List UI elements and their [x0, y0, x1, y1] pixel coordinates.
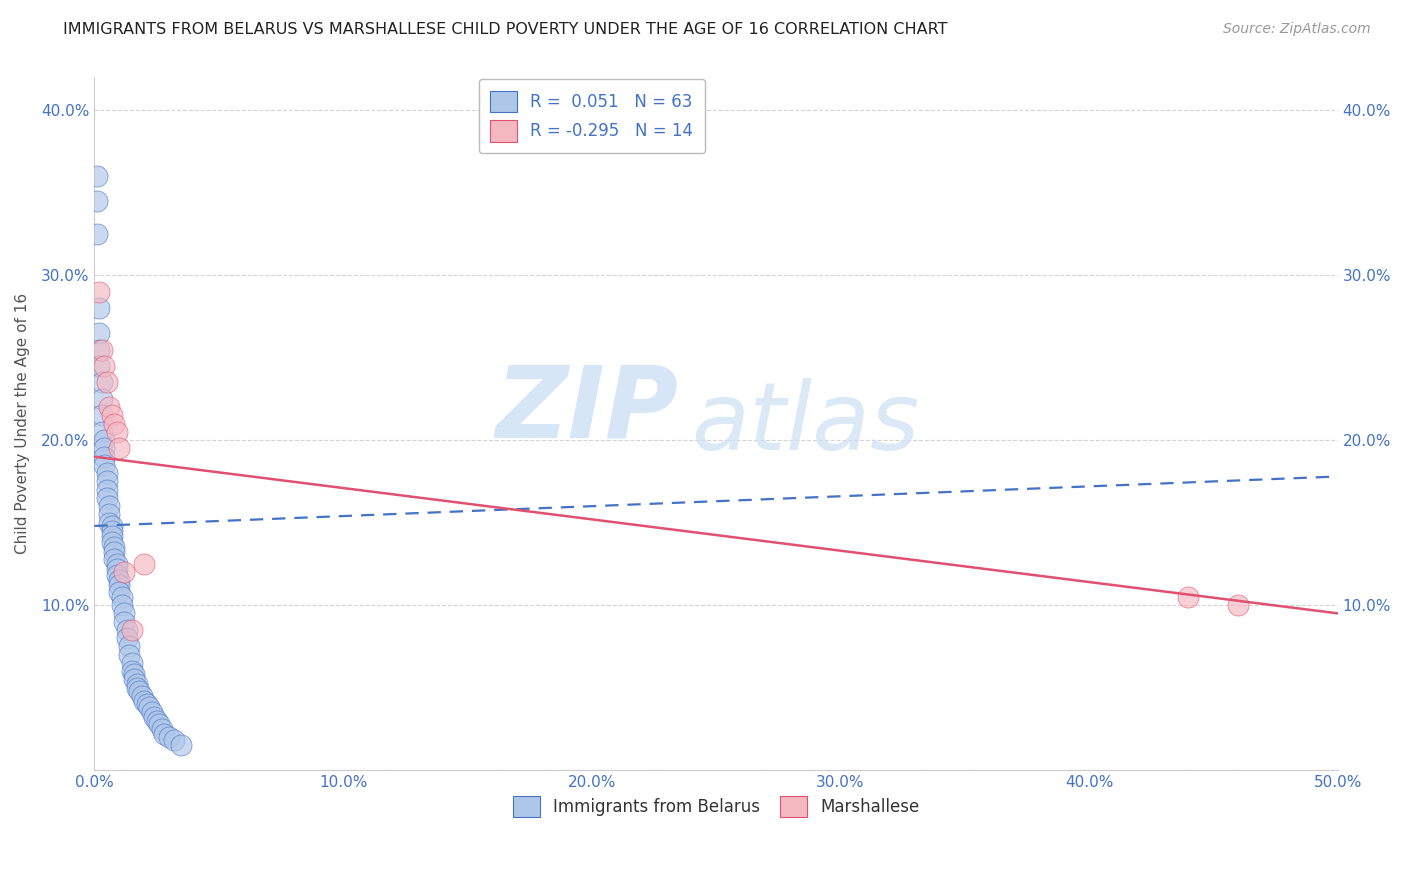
- Point: [89, 285, 111, 299]
- Point: [103, 545, 125, 559]
- Point: [115, 631, 138, 645]
- Point: [101, 529, 124, 543]
- Point: [96, 483, 118, 497]
- Point: [112, 615, 135, 629]
- Point: [111, 590, 134, 604]
- Point: [90, 392, 112, 406]
- Point: [148, 716, 170, 731]
- Point: [101, 519, 124, 533]
- Point: [105, 557, 128, 571]
- Point: [150, 722, 173, 736]
- Point: [86, 169, 108, 184]
- Point: [128, 683, 150, 698]
- Point: [105, 568, 128, 582]
- Point: [93, 359, 115, 373]
- Text: ZIP: ZIP: [496, 361, 679, 458]
- Point: [157, 730, 180, 744]
- Point: [131, 689, 153, 703]
- Text: Source: ZipAtlas.com: Source: ZipAtlas.com: [1223, 22, 1371, 37]
- Point: [153, 727, 176, 741]
- Point: [93, 450, 115, 464]
- Point: [103, 417, 125, 431]
- Point: [90, 343, 112, 357]
- Point: [96, 491, 118, 505]
- Point: [118, 648, 141, 662]
- Point: [96, 376, 118, 390]
- Text: IMMIGRANTS FROM BELARUS VS MARSHALLESE CHILD POVERTY UNDER THE AGE OF 16 CORRELA: IMMIGRANTS FROM BELARUS VS MARSHALLESE C…: [63, 22, 948, 37]
- Point: [138, 700, 160, 714]
- Point: [121, 664, 143, 678]
- Point: [103, 541, 125, 555]
- Point: [105, 425, 128, 439]
- Point: [163, 733, 186, 747]
- Point: [101, 524, 124, 538]
- Point: [121, 623, 143, 637]
- Point: [122, 673, 145, 687]
- Point: [90, 409, 112, 423]
- Point: [134, 694, 156, 708]
- Point: [96, 475, 118, 489]
- Point: [112, 607, 135, 621]
- Point: [1177, 590, 1199, 604]
- Point: [96, 466, 118, 480]
- Point: [108, 585, 131, 599]
- Point: [101, 535, 124, 549]
- Point: [93, 434, 115, 448]
- Point: [108, 442, 131, 456]
- Point: [89, 301, 111, 316]
- Point: [89, 326, 111, 340]
- Point: [170, 738, 193, 752]
- Point: [122, 667, 145, 681]
- Y-axis label: Child Poverty Under the Age of 16: Child Poverty Under the Age of 16: [15, 293, 30, 554]
- Point: [98, 401, 121, 415]
- Point: [86, 227, 108, 241]
- Point: [134, 557, 156, 571]
- Point: [145, 714, 167, 728]
- Legend: Immigrants from Belarus, Marshallese: Immigrants from Belarus, Marshallese: [506, 789, 925, 824]
- Point: [118, 640, 141, 654]
- Point: [89, 343, 111, 357]
- Point: [98, 508, 121, 522]
- Point: [98, 516, 121, 530]
- Point: [90, 425, 112, 439]
- Point: [101, 409, 124, 423]
- Point: [111, 598, 134, 612]
- Point: [105, 562, 128, 576]
- Text: atlas: atlas: [692, 378, 920, 469]
- Point: [143, 710, 166, 724]
- Point: [86, 194, 108, 208]
- Point: [125, 681, 148, 695]
- Point: [89, 359, 111, 373]
- Point: [90, 376, 112, 390]
- Point: [93, 442, 115, 456]
- Point: [112, 565, 135, 579]
- Point: [141, 706, 163, 720]
- Point: [115, 623, 138, 637]
- Point: [98, 499, 121, 513]
- Point: [1227, 598, 1250, 612]
- Point: [135, 697, 157, 711]
- Point: [103, 552, 125, 566]
- Point: [108, 574, 131, 588]
- Point: [93, 458, 115, 472]
- Point: [121, 656, 143, 670]
- Point: [125, 677, 148, 691]
- Point: [108, 578, 131, 592]
